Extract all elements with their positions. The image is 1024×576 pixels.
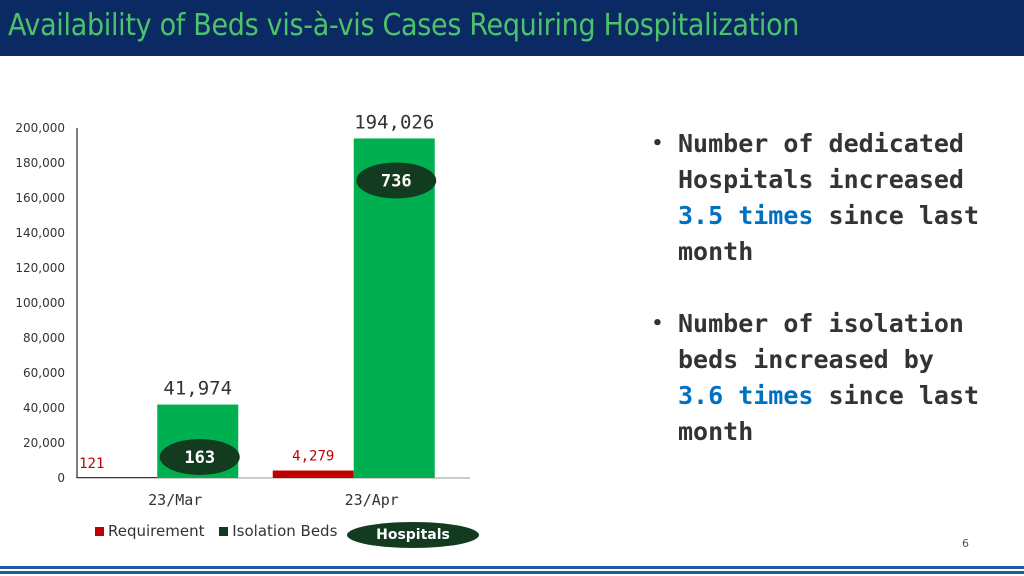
bullet-text: Number of isolation beds increased by [678,309,964,374]
y-tick-label: 140,000 [15,226,65,240]
page-number: 6 [962,537,969,550]
bullet-highlight: 3.5 times [678,201,814,230]
hospital-badge [159,439,240,475]
bar-chart: 0 20,000 40,000 60,000 80,000 100,000 120,000 1… [15,111,470,509]
legend-item-requirement: Requirement [95,522,204,540]
legend-label-isolation-beds: Isolation Beds [232,522,338,540]
legend-swatch-isolation-beds [219,527,229,536]
y-tick-label: 80,000 [23,331,65,345]
y-tick-label: 200,000 [15,121,65,135]
y-tick-label: 180,000 [15,156,65,170]
y-tick-label: 20,000 [23,436,65,450]
y-tick-label: 120,000 [15,261,65,275]
data-label-requirement: 4,279 [292,449,334,465]
chart-legend: Requirement Isolation Beds [95,522,347,540]
y-tick-label: 160,000 [15,191,65,205]
legend-swatch-requirement [95,527,104,536]
bullet-dot-icon: • [652,313,663,334]
y-tick-label: 0 [57,471,65,485]
hospital-badge [356,162,437,199]
bullet-text: Number of dedicated Hospitals increased [678,129,964,194]
hospital-count-label: 163 [184,448,215,468]
bullet-text-end: since last month [678,201,980,266]
y-tick-label: 40,000 [23,401,65,415]
data-label-isolation-beds: 194,026 [354,111,434,133]
bullet-highlight: 3.6 times [678,381,814,410]
x-tick-label: 23/Apr [345,491,399,509]
data-label-isolation-beds: 41,974 [163,378,232,400]
footer-rule [0,571,1024,574]
bullet-isolation-beds: • Number of isolation beds increased by … [652,306,992,450]
bullet-dot-icon: • [652,133,663,154]
y-tick-label: 60,000 [23,366,65,380]
hospital-count-label: 736 [381,172,412,192]
bar-requirement [76,477,158,478]
bullet-text-end: since last month [678,381,980,446]
bar-requirement [272,470,354,478]
footer-rule [0,566,1024,569]
slide-title: Availability of Beds vis-à-vis Cases Req… [8,8,800,43]
y-tick-label: 100,000 [15,296,65,310]
x-tick-label: 23/Mar [148,491,202,509]
legend-hospitals-badge: Hospitals [347,522,479,548]
header-bar: Availability of Beds vis-à-vis Cases Req… [0,0,1024,56]
legend-item-isolation-beds: Isolation Beds [219,522,337,540]
legend-label-requirement: Requirement [108,522,205,540]
data-label-requirement: 121 [79,456,104,472]
bullet-list: • Number of dedicated Hospitals increase… [652,126,992,486]
bullet-hospitals: • Number of dedicated Hospitals increase… [652,126,992,270]
